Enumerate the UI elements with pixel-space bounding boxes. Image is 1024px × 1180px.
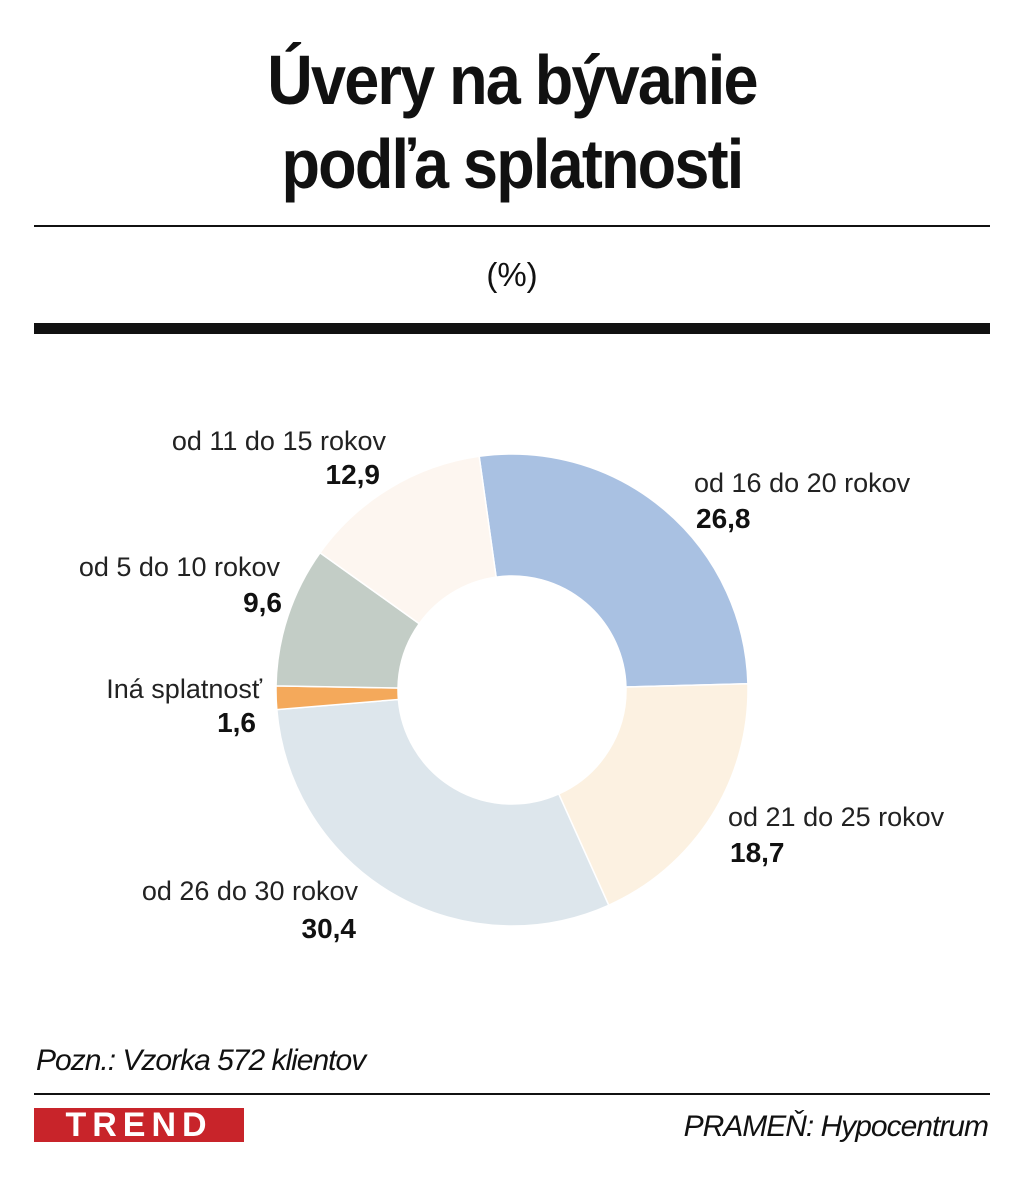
slices-group [275, 453, 749, 927]
title-line-2: podľa splatnosti [281, 125, 745, 203]
trend-logo: TREND [34, 1108, 244, 1142]
donut-chart: od 16 do 20 rokov 26,8 od 21 do 25 rokov 18… [79, 426, 945, 944]
donut-slice-2 [557, 682, 749, 907]
slice-value-5: 9,6 [243, 587, 282, 618]
donut-slice-3 [276, 698, 610, 927]
slice-value-1: 26,8 [696, 503, 751, 534]
bottom-divider [34, 1093, 990, 1095]
slice-value-4: 1,6 [217, 707, 256, 738]
slice-value-3: 30,4 [302, 913, 357, 944]
sample-note: Pozn.: Vzorka 572 klientov [36, 1044, 366, 1077]
source-note: PRAMEŇ: Hypocentrum [683, 1110, 989, 1143]
title-line-1: Úvery na bývanie [267, 41, 758, 119]
thick-divider [34, 323, 990, 334]
slice-label-3: od 26 do 30 rokov [142, 876, 359, 906]
slice-label-5: od 5 do 10 rokov [79, 552, 281, 582]
slice-label-4: Iná splatnosť [106, 674, 263, 704]
labels-group: od 16 do 20 rokov 26,8 od 21 do 25 rokov 18… [79, 426, 945, 944]
chart-title: Úvery na bývanie podľa splatnosti [51, 38, 973, 206]
unit-label: (%) [486, 256, 538, 293]
donut-slice-6 [318, 455, 497, 625]
top-divider [34, 225, 990, 227]
slice-value-2: 18,7 [730, 837, 785, 868]
slice-value-6: 12,9 [326, 459, 381, 490]
slice-label-1: od 16 do 20 rokov [694, 468, 911, 498]
donut-slice-1 [478, 453, 749, 688]
slice-label-6: od 11 do 15 rokov [172, 426, 387, 456]
slice-label-2: od 21 do 25 rokov [728, 802, 945, 832]
